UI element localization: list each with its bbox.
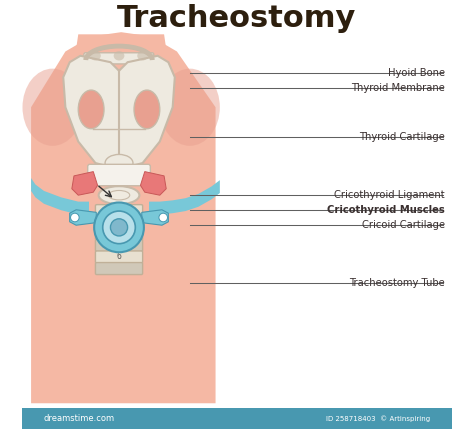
Polygon shape bbox=[63, 34, 181, 245]
FancyBboxPatch shape bbox=[84, 53, 154, 64]
Text: Cricoid Cartilage: Cricoid Cartilage bbox=[362, 220, 445, 230]
Text: ID 258718403  © Artinspiring: ID 258718403 © Artinspiring bbox=[326, 415, 430, 422]
FancyBboxPatch shape bbox=[95, 228, 143, 240]
Polygon shape bbox=[72, 172, 98, 195]
Text: Tracheostomy: Tracheostomy bbox=[117, 4, 357, 33]
Ellipse shape bbox=[105, 154, 133, 172]
Text: 5: 5 bbox=[117, 241, 121, 250]
Text: dreamstime.com: dreamstime.com bbox=[44, 414, 115, 423]
Text: 1: 1 bbox=[117, 206, 121, 215]
Polygon shape bbox=[31, 178, 89, 214]
Ellipse shape bbox=[137, 51, 148, 60]
Text: Cricothyroid Ligament: Cricothyroid Ligament bbox=[335, 190, 445, 200]
Ellipse shape bbox=[78, 90, 104, 129]
Ellipse shape bbox=[134, 90, 160, 129]
Text: Thyroid Cartilage: Thyroid Cartilage bbox=[359, 132, 445, 142]
Polygon shape bbox=[142, 210, 168, 225]
Ellipse shape bbox=[108, 190, 130, 200]
Polygon shape bbox=[63, 56, 175, 169]
Ellipse shape bbox=[99, 186, 139, 204]
FancyBboxPatch shape bbox=[95, 239, 143, 251]
Text: 2: 2 bbox=[117, 218, 121, 227]
Text: Thyroid Membrane: Thyroid Membrane bbox=[351, 83, 445, 93]
FancyBboxPatch shape bbox=[95, 205, 143, 217]
Ellipse shape bbox=[160, 69, 220, 146]
Text: 6: 6 bbox=[117, 253, 121, 261]
Polygon shape bbox=[149, 180, 220, 214]
Text: Tracheostomy Tube: Tracheostomy Tube bbox=[349, 278, 445, 288]
FancyBboxPatch shape bbox=[95, 251, 143, 263]
Circle shape bbox=[71, 213, 79, 222]
Circle shape bbox=[110, 219, 128, 236]
Polygon shape bbox=[31, 32, 216, 403]
FancyBboxPatch shape bbox=[95, 263, 143, 275]
Text: Cricothyroid Muscles: Cricothyroid Muscles bbox=[328, 205, 445, 215]
Circle shape bbox=[159, 213, 167, 222]
Text: Hyoid Bone: Hyoid Bone bbox=[388, 68, 445, 78]
FancyBboxPatch shape bbox=[95, 216, 143, 228]
FancyBboxPatch shape bbox=[88, 164, 150, 186]
Ellipse shape bbox=[22, 69, 82, 146]
Ellipse shape bbox=[114, 51, 124, 60]
Circle shape bbox=[94, 202, 144, 252]
Circle shape bbox=[103, 211, 136, 244]
Ellipse shape bbox=[90, 51, 101, 60]
Polygon shape bbox=[140, 172, 166, 195]
Polygon shape bbox=[70, 210, 96, 225]
Bar bbox=[22, 408, 452, 429]
